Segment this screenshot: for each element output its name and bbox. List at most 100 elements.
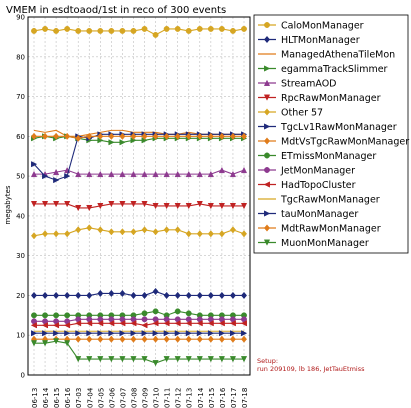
data-point bbox=[207, 170, 214, 178]
x-axis: 06-13 06-14 06-15 06-16 07-03 07-04 07-05 07-06… bbox=[31, 387, 249, 408]
data-point bbox=[64, 201, 71, 208]
data-point bbox=[42, 173, 49, 180]
data-point bbox=[97, 330, 104, 337]
data-point bbox=[207, 202, 214, 210]
series-ETmissMonManager bbox=[31, 308, 247, 319]
y-axis: 0 10 20 30 40 50 60 70 80 90 bbox=[16, 14, 25, 380]
data-point bbox=[141, 132, 148, 140]
data-point bbox=[207, 356, 214, 363]
data-point bbox=[108, 320, 115, 327]
data-point bbox=[53, 312, 60, 319]
data-point bbox=[64, 230, 71, 238]
data-point bbox=[130, 228, 137, 236]
data-point bbox=[218, 25, 225, 32]
data-point bbox=[141, 322, 148, 329]
data-point bbox=[174, 308, 181, 315]
data-point bbox=[174, 335, 181, 343]
data-point bbox=[130, 291, 137, 300]
data-point bbox=[97, 289, 104, 298]
data-point bbox=[152, 360, 159, 367]
data-point bbox=[152, 287, 159, 296]
data-point bbox=[97, 226, 104, 234]
data-point bbox=[108, 330, 115, 337]
x-tick-label: 06-13 bbox=[31, 388, 39, 408]
data-point bbox=[119, 356, 126, 363]
data-point bbox=[240, 335, 248, 343]
data-point bbox=[207, 291, 214, 300]
data-point bbox=[152, 335, 159, 343]
legend-label: MuonMonManager bbox=[281, 238, 369, 249]
series-Other 57 bbox=[30, 224, 248, 240]
legend-marker bbox=[264, 152, 270, 159]
data-point bbox=[185, 132, 192, 140]
legend-entry: MuonMonManager bbox=[258, 238, 369, 249]
series-StreamAOD bbox=[30, 166, 248, 178]
data-point bbox=[229, 330, 237, 337]
chart-title: VMEM in esdtoaod/1st in reco of 300 even… bbox=[6, 5, 226, 16]
x-tick-label: 07-03 bbox=[75, 388, 83, 408]
data-point bbox=[240, 132, 248, 140]
legend-marker bbox=[264, 65, 271, 72]
data-point bbox=[174, 356, 181, 363]
setup-annotation-line2: run 209109, lb 186, JetTauEtmiss bbox=[257, 365, 365, 373]
data-point bbox=[196, 320, 203, 327]
data-point bbox=[108, 27, 115, 34]
data-point bbox=[53, 132, 60, 140]
data-point bbox=[108, 335, 115, 343]
data-point bbox=[64, 312, 71, 319]
data-point bbox=[119, 170, 126, 178]
y-tick-label: 50 bbox=[16, 173, 25, 181]
legend-label: StreamAOD bbox=[281, 78, 337, 89]
series-group bbox=[30, 25, 248, 367]
data-point bbox=[207, 335, 214, 343]
data-point bbox=[185, 202, 192, 210]
data-point bbox=[119, 330, 126, 337]
data-point bbox=[42, 25, 49, 32]
data-point bbox=[185, 320, 192, 327]
data-point bbox=[31, 312, 37, 319]
x-tick-label: 07-04 bbox=[86, 387, 94, 408]
data-point bbox=[97, 132, 104, 140]
series-HadTopoCluster bbox=[30, 320, 247, 329]
legend-marker bbox=[263, 137, 271, 145]
data-point bbox=[141, 310, 148, 317]
data-point bbox=[119, 289, 126, 298]
legend-entry: tauMonManager bbox=[258, 209, 358, 220]
series-MuonMonManager bbox=[30, 338, 248, 367]
y-axis-label: megabytes bbox=[4, 185, 12, 224]
data-point bbox=[241, 330, 248, 337]
series-TgcLv1RawMonManager bbox=[31, 131, 248, 184]
data-point bbox=[152, 308, 159, 315]
x-tick-label: 07-09 bbox=[142, 388, 150, 408]
data-point bbox=[86, 330, 93, 337]
data-point bbox=[75, 134, 82, 142]
series-tauMonManager bbox=[31, 330, 248, 337]
x-tick-label: 07-10 bbox=[153, 388, 161, 408]
x-tick-label: 06-16 bbox=[64, 387, 72, 408]
data-point bbox=[218, 335, 225, 343]
data-point bbox=[152, 202, 159, 210]
y-tick-label: 40 bbox=[16, 212, 25, 220]
data-point bbox=[163, 226, 170, 234]
data-point bbox=[53, 27, 60, 34]
data-point bbox=[152, 170, 159, 178]
data-point bbox=[86, 320, 93, 327]
data-point bbox=[108, 139, 115, 146]
data-point bbox=[130, 356, 137, 363]
legend-marker bbox=[263, 224, 271, 232]
x-tick-label: 07-13 bbox=[186, 388, 194, 408]
data-point bbox=[53, 176, 60, 184]
data-point bbox=[42, 230, 49, 238]
data-point bbox=[42, 312, 49, 319]
data-point bbox=[130, 320, 137, 327]
data-point bbox=[53, 330, 60, 337]
data-point bbox=[53, 338, 60, 345]
data-point bbox=[218, 202, 225, 210]
data-point bbox=[41, 340, 49, 347]
data-point bbox=[218, 330, 226, 337]
data-point bbox=[229, 356, 237, 363]
legend-label: MdtRawMonManager bbox=[281, 223, 381, 234]
y-tick-label: 90 bbox=[16, 14, 25, 22]
y-tick-label: 0 bbox=[21, 372, 25, 380]
data-point bbox=[141, 25, 148, 32]
